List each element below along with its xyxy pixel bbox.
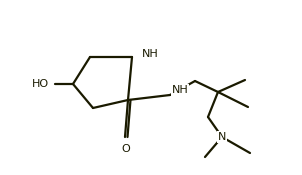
Text: HO: HO bbox=[32, 79, 49, 89]
Text: NH: NH bbox=[172, 85, 189, 95]
Text: NH: NH bbox=[142, 49, 159, 59]
Text: O: O bbox=[122, 144, 130, 154]
Text: N: N bbox=[218, 132, 226, 142]
